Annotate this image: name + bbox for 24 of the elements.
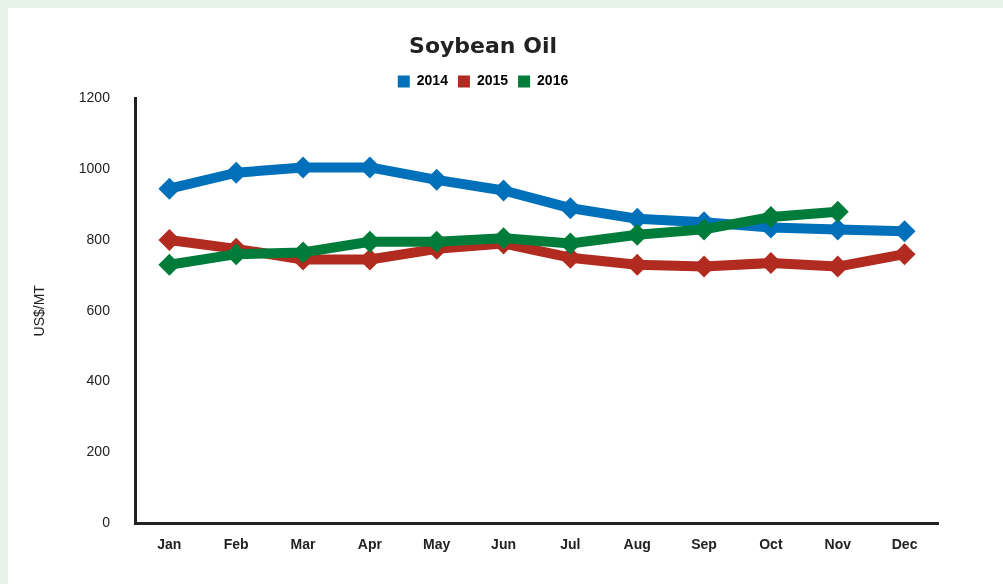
- y-tick-label: 200: [86, 443, 111, 460]
- x-tick-label: Oct: [759, 536, 783, 553]
- x-tick-label: Feb: [223, 536, 249, 553]
- x-tick-label: Apr: [357, 536, 383, 553]
- y-tick-label: 1200: [78, 89, 111, 106]
- y-tick-label: 600: [86, 301, 111, 318]
- legend-label: 2016: [537, 72, 569, 89]
- x-tick-label: Sep: [691, 536, 717, 553]
- x-tick-label: May: [423, 536, 451, 553]
- y-axis-title: US$/MT: [31, 284, 48, 337]
- x-tick-label: Jan: [157, 536, 182, 553]
- y-tick-label: 1000: [78, 160, 111, 177]
- x-tick-label: Mar: [290, 536, 317, 553]
- x-tick-label: Jun: [491, 536, 516, 553]
- y-tick-label: 0: [102, 514, 111, 531]
- x-tick-label: Dec: [891, 536, 918, 553]
- legend-label: 2015: [476, 72, 509, 89]
- x-tick-label: Nov: [824, 536, 852, 553]
- legend-label: 2014: [416, 72, 449, 89]
- y-tick-label: 400: [86, 372, 111, 389]
- y-tick-label: 800: [86, 230, 111, 247]
- chart-title: Soybean Oil: [409, 32, 557, 58]
- x-tick-label: Jul: [560, 536, 581, 553]
- x-tick-label: Aug: [623, 536, 651, 553]
